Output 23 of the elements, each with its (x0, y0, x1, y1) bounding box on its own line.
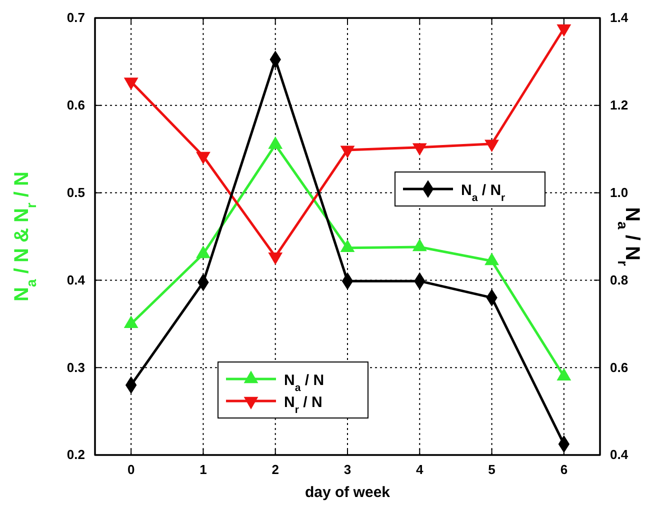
x-axis-title: day of week (304, 484, 391, 501)
y-tick-label: 0.5 (66, 184, 85, 200)
x-tick-label: 3 (344, 462, 352, 478)
y2-tick-label: 1.2 (610, 98, 628, 113)
x-tick-label: 4 (416, 462, 424, 478)
y2-tick-label: 1.4 (610, 10, 629, 26)
x-tick-label: 6 (560, 462, 568, 478)
y-tick-label: 0.2 (66, 447, 85, 462)
x-tick-label: 5 (488, 462, 496, 478)
y-tick-label: 0.6 (66, 98, 85, 113)
y2-tick-label: 0.6 (610, 360, 628, 375)
y-tick-label: 0.3 (66, 360, 85, 375)
legend-label: N$_{a}$ / N (284, 372, 324, 394)
x-tick-label: 0 (127, 462, 135, 478)
y2-tick-label: 1.0 (610, 184, 628, 200)
y2-tick-label: 0.8 (610, 272, 628, 288)
y2-tick-label: 0.4 (610, 447, 629, 462)
y-tick-label: 0.4 (66, 272, 86, 288)
legend-label: N$_{r}$ / N (284, 394, 322, 416)
y-tick-label: 0.7 (66, 10, 85, 26)
x-tick-label: 1 (200, 462, 207, 478)
legend-label: N$_{a}$ / N$_{r}$ (461, 182, 506, 204)
x-tick-label: 2 (272, 462, 279, 478)
